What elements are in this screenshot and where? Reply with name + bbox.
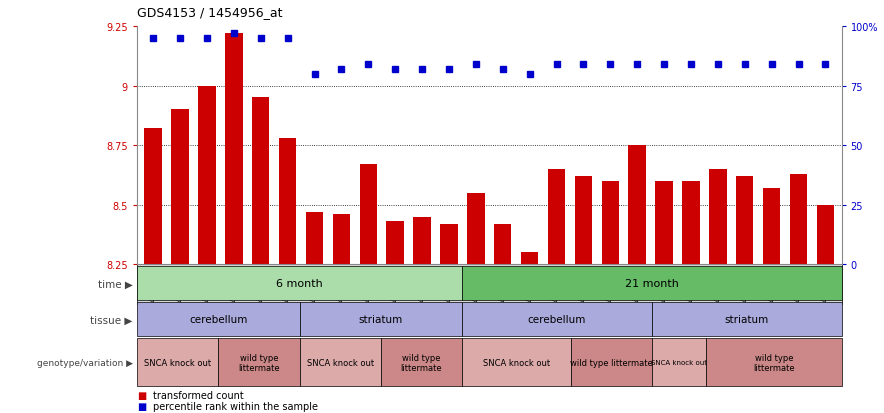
- Text: transformed count: transformed count: [153, 390, 244, 400]
- Bar: [171, 110, 189, 265]
- Bar: [602, 181, 619, 265]
- Bar: [467, 193, 484, 265]
- Text: ■: ■: [137, 390, 146, 400]
- Text: genotype/variation ▶: genotype/variation ▶: [36, 358, 133, 367]
- Bar: [360, 165, 377, 265]
- Text: cerebellum: cerebellum: [189, 315, 248, 325]
- Bar: [225, 34, 242, 265]
- Text: wild type
littermate: wild type littermate: [238, 353, 279, 372]
- Text: ■: ■: [137, 401, 146, 411]
- Bar: [521, 253, 538, 265]
- Bar: [198, 86, 216, 265]
- Bar: [763, 189, 781, 265]
- Text: wild type
littermate: wild type littermate: [400, 353, 442, 372]
- Bar: [494, 224, 512, 265]
- Text: time ▶: time ▶: [98, 279, 133, 289]
- Bar: [575, 177, 592, 265]
- Bar: [629, 146, 646, 265]
- Bar: [144, 129, 162, 265]
- Text: GDS4153 / 1454956_at: GDS4153 / 1454956_at: [137, 6, 283, 19]
- Bar: [655, 181, 673, 265]
- Bar: [332, 215, 350, 265]
- Text: 6 month: 6 month: [276, 279, 323, 289]
- Bar: [548, 170, 565, 265]
- Text: wild type littermate: wild type littermate: [570, 358, 652, 367]
- Text: tissue ▶: tissue ▶: [90, 315, 133, 325]
- Text: SNCA knock out: SNCA knock out: [307, 358, 374, 367]
- Text: 21 month: 21 month: [625, 279, 679, 289]
- Bar: [440, 224, 458, 265]
- Bar: [252, 98, 270, 265]
- Text: striatum: striatum: [359, 315, 403, 325]
- Text: percentile rank within the sample: percentile rank within the sample: [153, 401, 318, 411]
- Bar: [709, 170, 727, 265]
- Bar: [306, 212, 324, 265]
- Text: cerebellum: cerebellum: [528, 315, 586, 325]
- Bar: [414, 217, 431, 265]
- Bar: [736, 177, 753, 265]
- Text: striatum: striatum: [725, 315, 769, 325]
- Bar: [817, 205, 834, 265]
- Text: SNCA knock out: SNCA knock out: [144, 358, 211, 367]
- Text: SNCA knock out: SNCA knock out: [483, 358, 550, 367]
- Text: wild type
littermate: wild type littermate: [753, 353, 795, 372]
- Bar: [789, 174, 807, 265]
- Bar: [278, 139, 296, 265]
- Bar: [386, 222, 404, 265]
- Bar: [682, 181, 700, 265]
- Text: SNCA knock out: SNCA knock out: [651, 359, 707, 366]
